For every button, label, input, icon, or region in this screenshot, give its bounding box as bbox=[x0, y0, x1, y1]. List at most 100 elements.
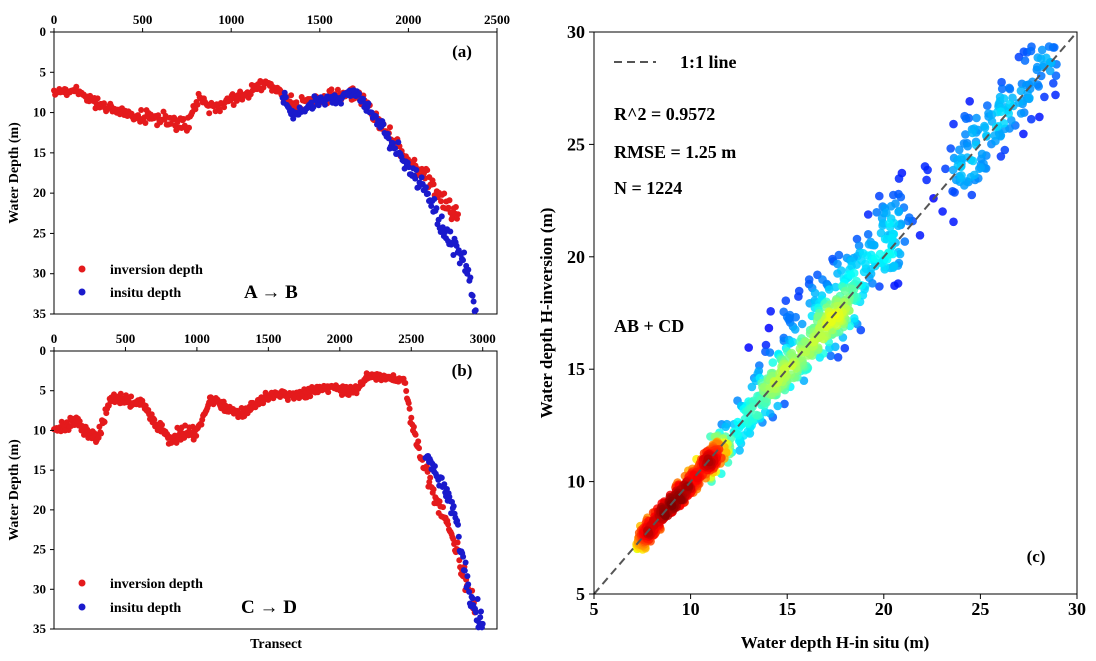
scatter-point bbox=[784, 315, 793, 324]
scatter-point bbox=[766, 307, 775, 316]
depth-point bbox=[431, 196, 438, 202]
scatter-point bbox=[975, 164, 984, 173]
depth-point bbox=[193, 432, 200, 439]
depth-point bbox=[412, 175, 419, 182]
panel-a-frame bbox=[53, 31, 498, 315]
x-tick-label: 0 bbox=[51, 331, 58, 346]
panel-b-legend-marker-inversion bbox=[78, 579, 86, 587]
scatter-point bbox=[847, 284, 857, 294]
scatter-point bbox=[875, 249, 885, 259]
depth-point bbox=[461, 249, 468, 256]
scatter-point bbox=[684, 482, 693, 491]
panel-a-chart: 0 500 1000 1500 2000 2500 0 5 10 15 20 25 30 35 Wate… bbox=[7, 12, 510, 321]
panel-c-n: N = 1224 bbox=[614, 178, 682, 198]
scatter-point bbox=[773, 401, 782, 411]
panel-c-points bbox=[632, 42, 1061, 554]
y-tick-label: 15 bbox=[567, 359, 585, 379]
scatter-point bbox=[894, 174, 904, 183]
y-tick-label: 15 bbox=[33, 145, 47, 160]
depth-point bbox=[290, 115, 297, 122]
scatter-point bbox=[788, 337, 797, 347]
depth-point bbox=[470, 298, 477, 305]
depth-point bbox=[373, 113, 379, 120]
depth-point bbox=[380, 121, 387, 128]
depth-point bbox=[322, 101, 328, 108]
depth-point bbox=[101, 419, 108, 425]
depth-point bbox=[450, 503, 457, 510]
panel-b-tag: (b) bbox=[452, 361, 473, 380]
x-tick-label: 2500 bbox=[484, 12, 510, 27]
depth-point bbox=[387, 124, 393, 131]
panel-b-frame bbox=[53, 350, 498, 630]
scatter-point bbox=[886, 202, 896, 211]
scatter-point bbox=[752, 410, 761, 420]
y-tick-label: 10 bbox=[33, 422, 46, 437]
scatter-point bbox=[790, 325, 800, 334]
depth-point bbox=[385, 135, 392, 142]
scatter-point bbox=[667, 501, 677, 511]
scatter-point bbox=[890, 281, 899, 291]
scatter-point bbox=[880, 234, 890, 244]
depth-point bbox=[410, 423, 417, 430]
depth-point bbox=[433, 205, 440, 212]
panel-c-y-ticks: 5 10 15 20 25 30 bbox=[567, 22, 594, 604]
depth-point bbox=[282, 94, 289, 101]
scatter-point bbox=[900, 237, 910, 246]
depth-point bbox=[422, 184, 429, 191]
depth-point bbox=[198, 421, 205, 428]
scatter-point bbox=[1036, 71, 1046, 81]
x-tick-label: 5 bbox=[590, 599, 599, 619]
y-tick-label: 30 bbox=[33, 581, 46, 596]
scatter-point bbox=[922, 175, 931, 185]
y-tick-label: 35 bbox=[33, 306, 47, 321]
depth-point bbox=[461, 567, 468, 574]
depth-point bbox=[430, 181, 437, 188]
panel-a-x-ticks: 0 500 1000 1500 2000 2500 bbox=[51, 12, 510, 32]
scatter-point bbox=[999, 94, 1009, 103]
scatter-point bbox=[833, 259, 842, 269]
scatter-point bbox=[1035, 112, 1044, 122]
panel-c-rmse: RMSE = 1.25 m bbox=[614, 142, 736, 162]
depth-point bbox=[469, 595, 476, 602]
depth-point bbox=[431, 463, 438, 470]
scatter-point bbox=[983, 101, 992, 110]
panel-a-legend-inversion: inversion depth bbox=[110, 263, 203, 278]
depth-point bbox=[424, 167, 431, 174]
depth-point bbox=[310, 104, 317, 111]
depth-point bbox=[155, 112, 162, 119]
scatter-point bbox=[968, 156, 978, 166]
panel-b-chart: 0 500 1000 1500 2000 2500 3000 05101520253035 … bbox=[7, 331, 498, 652]
scatter-point bbox=[949, 119, 958, 129]
scatter-point bbox=[675, 493, 684, 502]
scatter-point bbox=[938, 207, 947, 216]
panel-b-legend-marker-insitu bbox=[78, 603, 86, 611]
panel-a-y-ticks: 0 5 10 15 20 25 30 35 bbox=[33, 24, 54, 321]
scatter-point bbox=[1016, 109, 1026, 118]
depth-point bbox=[221, 104, 228, 111]
scatter-point bbox=[863, 230, 873, 239]
x-tick-label: 2000 bbox=[395, 12, 421, 27]
scatter-point bbox=[1037, 45, 1047, 55]
y-tick-label: 30 bbox=[567, 22, 585, 42]
panel-a-y-label: Water Depth (m) bbox=[7, 122, 22, 224]
scatter-point bbox=[885, 219, 894, 228]
scatter-point bbox=[996, 152, 1006, 161]
scatter-point bbox=[850, 314, 859, 323]
panel-c-legend-label: 1:1 line bbox=[680, 52, 737, 72]
scatter-point bbox=[840, 343, 850, 353]
depth-point bbox=[430, 486, 437, 493]
scatter-point bbox=[799, 376, 809, 386]
depth-point bbox=[460, 257, 466, 264]
scatter-point bbox=[1028, 77, 1037, 87]
x-tick-label: 3000 bbox=[470, 331, 496, 346]
depth-point bbox=[454, 539, 461, 546]
panel-b-legend-insitu: insitu depth bbox=[110, 601, 181, 616]
depth-point bbox=[315, 102, 322, 109]
depth-point bbox=[441, 481, 448, 488]
scatter-point bbox=[808, 338, 817, 347]
scatter-point bbox=[1004, 109, 1013, 118]
scatter-point bbox=[852, 234, 862, 244]
scatter-point bbox=[1000, 145, 1010, 155]
depth-point bbox=[338, 100, 344, 107]
scatter-point bbox=[761, 340, 771, 350]
